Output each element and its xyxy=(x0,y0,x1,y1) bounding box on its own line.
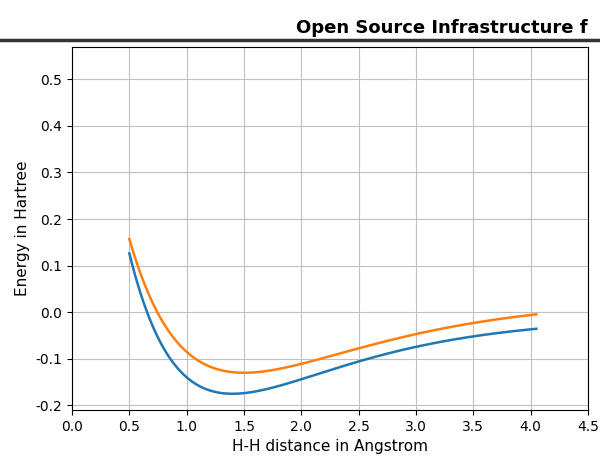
X-axis label: H-H distance in Angstrom: H-H distance in Angstrom xyxy=(232,439,428,454)
Text: Open Source Infrastructure f: Open Source Infrastructure f xyxy=(296,19,588,37)
Y-axis label: Energy in Hartree: Energy in Hartree xyxy=(15,161,30,296)
